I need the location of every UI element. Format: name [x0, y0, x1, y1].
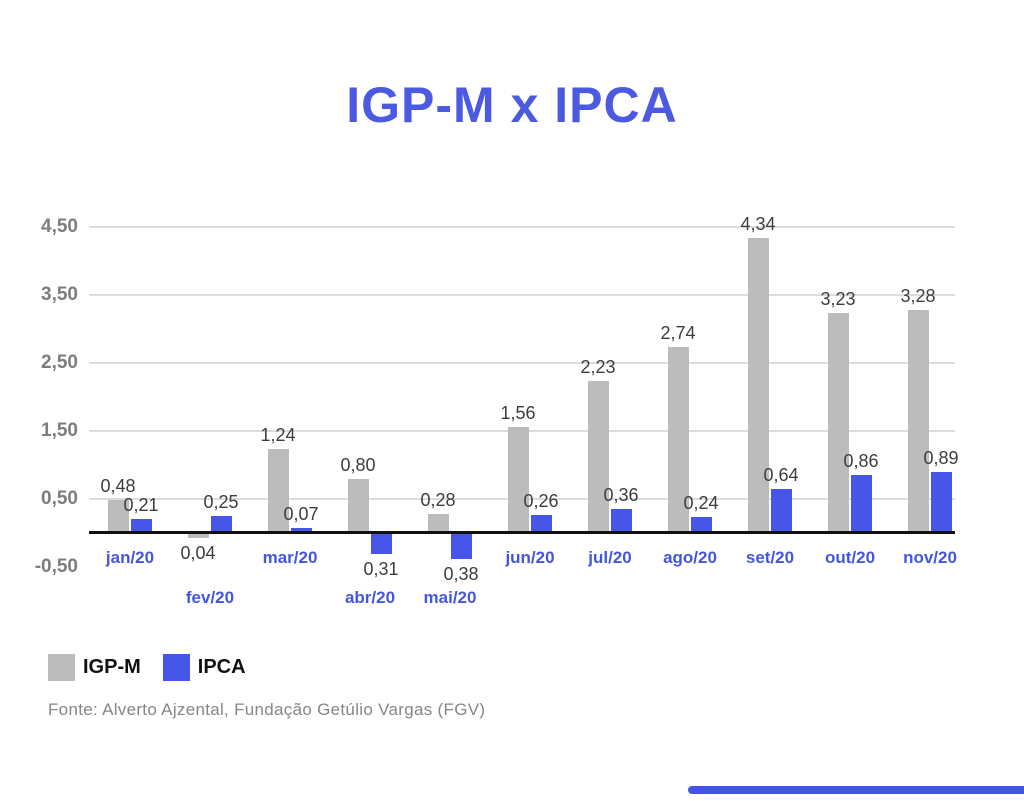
source-note: Fonte: Alverto Ajzental, Fundação Getúli… — [48, 700, 486, 719]
gridline — [89, 294, 955, 296]
ipca-bar — [291, 528, 312, 533]
bar-value-label: 0,86 — [843, 451, 879, 471]
ipca-legend-swatch-icon — [162, 654, 190, 681]
ipca-bar — [931, 472, 952, 533]
ipca-bar — [691, 517, 712, 533]
chart-legend: IGP-M IPCA — [48, 654, 246, 681]
igpm-bar — [828, 313, 849, 533]
igpm-bar — [668, 347, 689, 533]
x-category-label: mar/20 — [262, 548, 318, 567]
ipca-bar — [451, 533, 472, 559]
bar-value-label: 0,04 — [180, 543, 216, 563]
y-tick-label: 0,50 — [41, 488, 78, 509]
bar-value-label: 0,21 — [123, 495, 159, 515]
bar-value-label: 0,25 — [203, 492, 239, 512]
bar-value-label: 4,34 — [740, 214, 776, 234]
bar-value-label: 3,28 — [900, 286, 936, 306]
bar-value-label: 0,31 — [363, 559, 399, 579]
bar-value-label: 0,07 — [283, 504, 319, 524]
bar-value-label: 0,36 — [603, 485, 639, 505]
igpm-bar — [588, 381, 609, 533]
x-category-label: set/20 — [745, 548, 795, 567]
x-category-label: jul/20 — [588, 548, 632, 567]
igpm-bar — [268, 449, 289, 533]
ipca-bar — [371, 533, 392, 554]
x-category-label: out/20 — [824, 548, 876, 567]
gridline — [89, 362, 955, 364]
y-tick-label: 1,50 — [41, 420, 78, 441]
footer-accent-bar — [688, 786, 1024, 794]
bar-value-label: 0,26 — [523, 491, 559, 511]
igpm-bar — [428, 514, 449, 533]
igpm-legend-swatch-icon — [48, 654, 75, 681]
bar-value-label: 0,24 — [683, 493, 719, 513]
ipca-bar — [131, 519, 152, 533]
y-tick-label: 3,50 — [41, 284, 78, 305]
x-category-label: fev/20 — [185, 588, 235, 607]
x-axis-line — [89, 531, 955, 534]
y-tick-label: -0,50 — [34, 556, 78, 577]
ipca-bar — [771, 489, 792, 533]
bar-value-label: 0,38 — [443, 564, 479, 584]
igpm-bar — [108, 500, 129, 533]
igpm-bar — [188, 533, 209, 538]
chart-title: IGP-M x IPCA — [346, 77, 678, 133]
x-category-label: ago/20 — [663, 548, 717, 567]
igpm-bar — [508, 427, 529, 533]
ipca-bar — [611, 509, 632, 533]
x-category-label: jan/20 — [105, 548, 155, 567]
bar-value-label: 2,23 — [580, 357, 616, 377]
bar-value-label: 0,48 — [100, 476, 136, 496]
igpm-bar — [348, 479, 369, 533]
gridline — [89, 226, 955, 228]
x-category-label: mai/20 — [423, 588, 477, 607]
ipca-bar — [851, 475, 872, 533]
bar-value-label: 1,24 — [260, 425, 296, 445]
bar-value-label: 2,74 — [660, 323, 696, 343]
igpm-bar — [748, 238, 769, 533]
x-category-label: nov/20 — [903, 548, 957, 567]
x-category-label: abr/20 — [344, 588, 396, 607]
y-tick-label: 4,50 — [41, 216, 78, 237]
ipca-bar — [531, 515, 552, 533]
bar-value-label: 0,28 — [420, 490, 456, 510]
ipca-legend-label: IPCA — [197, 656, 246, 678]
bar-value-label: 0,64 — [763, 465, 799, 485]
bar-value-label: 0,89 — [923, 448, 959, 468]
bar-value-label: 0,80 — [340, 455, 376, 475]
bar-value-label: 3,23 — [820, 289, 856, 309]
ipca-bar — [211, 516, 232, 533]
igpm-bar — [908, 310, 929, 533]
x-category-label: jun/20 — [505, 548, 555, 567]
igpm-legend-label: IGP-M — [83, 656, 141, 678]
bar-value-label: 1,56 — [500, 403, 536, 423]
y-tick-label: 2,50 — [41, 352, 78, 373]
